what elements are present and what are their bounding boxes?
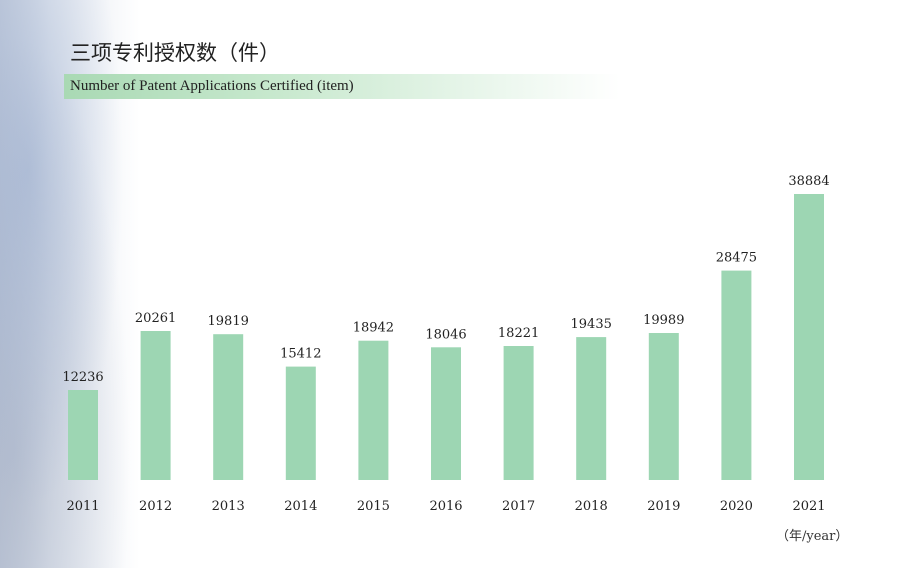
data-label-2011: 12236 — [62, 370, 103, 385]
data-label-2016: 18046 — [425, 327, 466, 342]
x-tick-label-2018: 2018 — [575, 499, 608, 514]
x-axis-unit-label: （年/year） — [776, 529, 849, 544]
bar-2014 — [285, 366, 316, 480]
data-label-2014: 15412 — [280, 347, 321, 362]
data-label-2020: 28475 — [716, 251, 757, 266]
data-label-2015: 18942 — [353, 321, 394, 336]
data-label-2017: 18221 — [498, 326, 539, 341]
x-tick-label-2012: 2012 — [139, 499, 172, 514]
x-tick-label-2019: 2019 — [647, 499, 680, 514]
x-tick-label-2013: 2013 — [212, 499, 245, 514]
bar-2021 — [794, 194, 824, 480]
bar-2019 — [648, 333, 679, 480]
x-tick-label-2016: 2016 — [429, 499, 462, 514]
x-tick-label-2021: 2021 — [792, 499, 825, 514]
bar-2011 — [68, 390, 98, 480]
bar-2015 — [358, 340, 389, 480]
data-label-2012: 20261 — [135, 311, 176, 326]
bar-2020 — [721, 270, 752, 480]
x-tick-label-2011: 2011 — [66, 499, 99, 514]
data-label-2019: 19989 — [643, 313, 684, 328]
x-tick-label-2015: 2015 — [357, 499, 390, 514]
bar-2012 — [140, 331, 171, 480]
x-tick-label-2020: 2020 — [720, 499, 753, 514]
data-label-2018: 19435 — [571, 317, 612, 332]
bar-2018 — [576, 337, 607, 480]
data-label-2021: 38884 — [788, 174, 829, 189]
bar-2016 — [431, 347, 461, 480]
bar-2017 — [503, 346, 534, 480]
chart-subtitle: Number of Patent Applications Certified … — [70, 78, 354, 94]
x-tick-label-2017: 2017 — [502, 499, 535, 514]
chart-title: 三项专利授权数（件） — [70, 41, 280, 65]
subtitle-band — [64, 74, 620, 99]
x-tick-label-2014: 2014 — [284, 499, 317, 514]
data-label-2013: 19819 — [208, 314, 249, 329]
bar-2013 — [213, 334, 244, 480]
